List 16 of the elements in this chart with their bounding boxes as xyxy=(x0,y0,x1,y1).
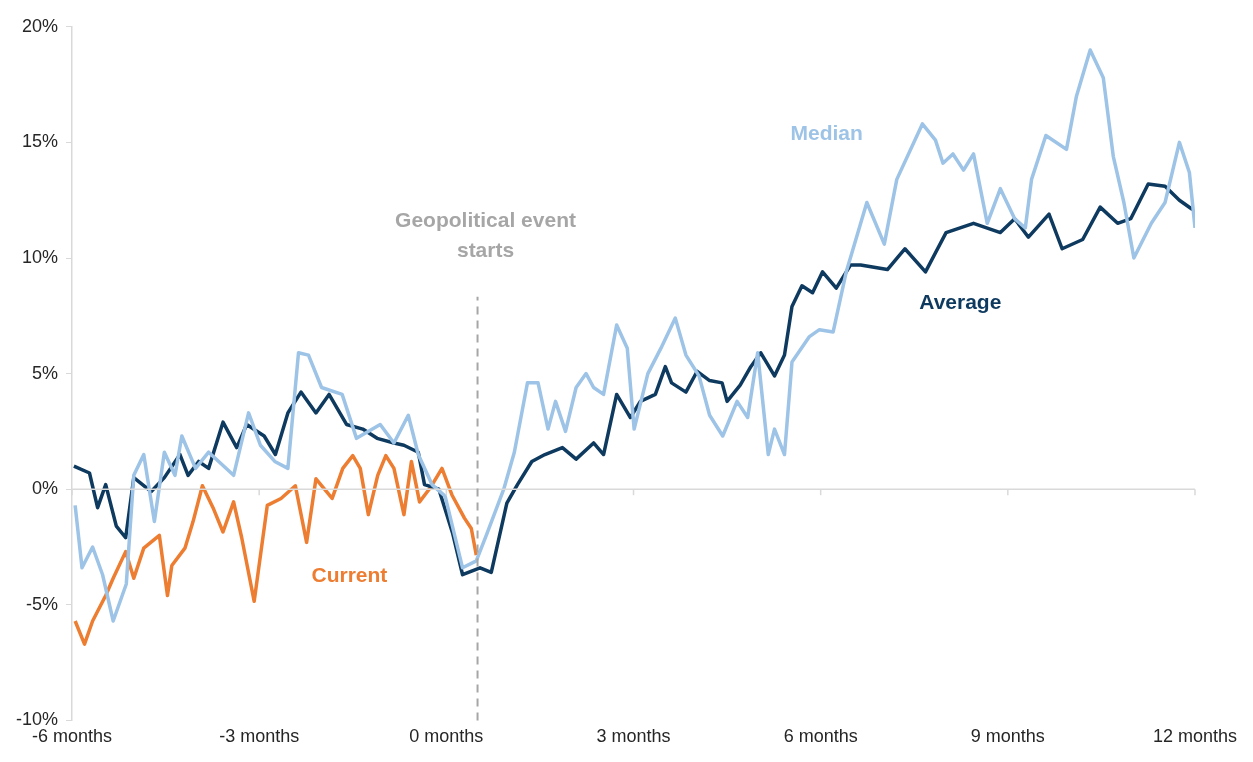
y-tick-label: 0% xyxy=(32,478,59,499)
y-tick-label: 15% xyxy=(21,131,59,152)
y-tick-label: -5% xyxy=(26,593,59,614)
ref-line-label: Geopolitical event starts xyxy=(395,207,576,261)
x-tick-label: 3 months xyxy=(596,726,671,747)
x-tick-label: 12 months xyxy=(1152,726,1238,747)
x-tick-label: 6 months xyxy=(783,726,858,747)
series-label: Current xyxy=(311,562,388,586)
x-tick-label: -3 months xyxy=(219,726,300,747)
y-tick-label: 20% xyxy=(21,15,59,36)
y-tick-label: 10% xyxy=(21,246,59,267)
x-tick-label: 9 months xyxy=(970,726,1045,747)
y-tick-label: 5% xyxy=(32,362,59,383)
text: Median xyxy=(790,121,863,145)
x-tick-label: 0 months xyxy=(409,726,484,747)
series-label: Average xyxy=(919,290,1002,314)
